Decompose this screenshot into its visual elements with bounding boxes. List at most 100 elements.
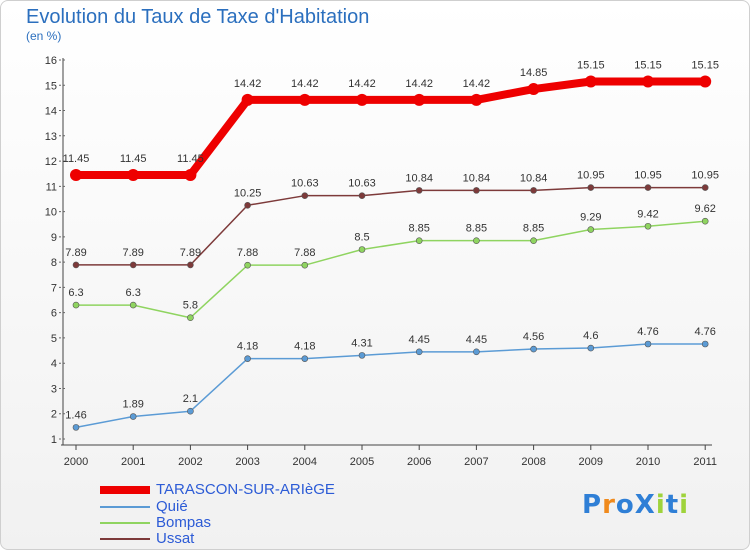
data-point	[184, 168, 197, 181]
y-tick-label: 1	[51, 434, 57, 446]
y-tick-label: 6	[51, 308, 57, 320]
data-point	[301, 192, 309, 199]
series-line-0	[76, 77, 706, 179]
data-point	[473, 187, 480, 194]
legend-swatch	[100, 506, 150, 508]
y-tick-label: 2	[51, 409, 57, 421]
x-tick-label: 2003	[235, 456, 259, 468]
data-point	[129, 261, 137, 269]
data-label: 14.42	[405, 78, 433, 90]
data-label: 7.88	[237, 247, 258, 259]
logo-letter: i	[679, 490, 690, 520]
legend-item-tarascon: TARASCON-SUR-ARIèGE	[100, 481, 420, 498]
data-label: 7.89	[122, 247, 143, 259]
data-point	[187, 261, 194, 269]
data-label: 2.1	[183, 393, 198, 405]
data-point	[584, 75, 597, 88]
data-point	[187, 314, 194, 322]
data-point	[530, 187, 537, 194]
data-label: 7.89	[65, 247, 86, 259]
data-label: 10.63	[348, 178, 376, 190]
y-tick-label: 3	[51, 383, 57, 395]
data-point	[244, 355, 251, 362]
data-label: 6.3	[68, 287, 83, 299]
y-tick-label: 7	[51, 282, 57, 294]
data-label: 10.84	[405, 172, 433, 184]
x-tick-label: 2007	[464, 456, 488, 468]
data-point	[473, 348, 480, 356]
y-tick-label: 9	[51, 232, 57, 244]
data-label: 8.85	[408, 223, 429, 235]
data-point	[127, 168, 140, 181]
data-point	[129, 301, 137, 309]
data-point	[72, 424, 80, 431]
data-point	[587, 344, 595, 352]
data-label: 11.45	[63, 153, 90, 165]
data-label: 1.89	[122, 399, 143, 411]
data-point	[358, 246, 366, 253]
y-tick-label: 12	[45, 156, 57, 168]
data-label: 14.42	[234, 78, 262, 90]
data-point	[587, 184, 595, 191]
series-line-1	[75, 343, 706, 429]
data-point	[473, 237, 480, 244]
logo-letter: o	[615, 490, 635, 520]
legend-swatch	[100, 538, 150, 540]
data-point	[587, 226, 595, 233]
data-label: 14.42	[291, 78, 319, 90]
data-point	[415, 348, 423, 356]
data-point	[642, 75, 654, 88]
x-tick-label: 2011	[693, 456, 717, 468]
data-label: 7.89	[180, 247, 201, 259]
y-tick-label: 16	[45, 55, 57, 67]
data-label: 10.84	[463, 172, 491, 184]
x-tick-label: 2001	[121, 456, 145, 468]
data-label: 9.29	[580, 212, 601, 224]
data-label: 11.45	[120, 153, 147, 165]
x-tick-label: 2010	[636, 456, 660, 468]
data-point	[244, 201, 251, 209]
data-label: 8.5	[354, 232, 369, 244]
data-label: 9.42	[637, 208, 658, 220]
logo-letter: r	[602, 490, 616, 520]
data-point	[244, 261, 251, 269]
series-line-3	[76, 186, 706, 266]
data-point	[72, 301, 80, 309]
x-tick-label: 2002	[178, 456, 202, 468]
data-label: 9.62	[694, 203, 715, 215]
data-point	[701, 340, 709, 348]
data-label: 11.45	[177, 153, 204, 165]
x-tick-label: 2008	[521, 456, 545, 468]
data-point	[644, 222, 652, 230]
data-label: 4.45	[408, 334, 429, 346]
data-label: 4.18	[294, 341, 315, 353]
data-point	[470, 93, 483, 106]
data-label: 4.18	[237, 341, 258, 353]
data-point	[701, 217, 709, 225]
x-tick-label: 2006	[407, 456, 431, 468]
legend-swatch	[100, 486, 150, 494]
data-point	[413, 93, 426, 106]
legend-item-quie: Quié	[100, 498, 420, 515]
data-point	[644, 340, 652, 348]
data-point	[301, 261, 309, 269]
x-tick-label: 2005	[350, 456, 374, 468]
logo-letter: i	[655, 490, 666, 520]
data-label: 4.45	[466, 334, 487, 346]
proxiti-logo: ProXiti	[582, 490, 689, 520]
x-tick-label: 2009	[579, 456, 603, 468]
chart-title: Evolution du Taux de Taxe d'Habitation	[26, 6, 370, 28]
y-tick-label: 5	[51, 333, 57, 345]
data-point	[298, 93, 311, 106]
y-tick-label: 13	[45, 131, 57, 143]
legend-item-ussat: Ussat	[100, 530, 420, 547]
legend-label: TARASCON-SUR-ARIèGE	[156, 481, 335, 498]
data-point	[358, 192, 366, 199]
y-tick-label: 8	[51, 257, 57, 269]
legend-label: Ussat	[156, 530, 195, 547]
legend-label: Quié	[156, 498, 188, 515]
data-label: 4.6	[583, 330, 598, 342]
data-point	[415, 237, 423, 244]
